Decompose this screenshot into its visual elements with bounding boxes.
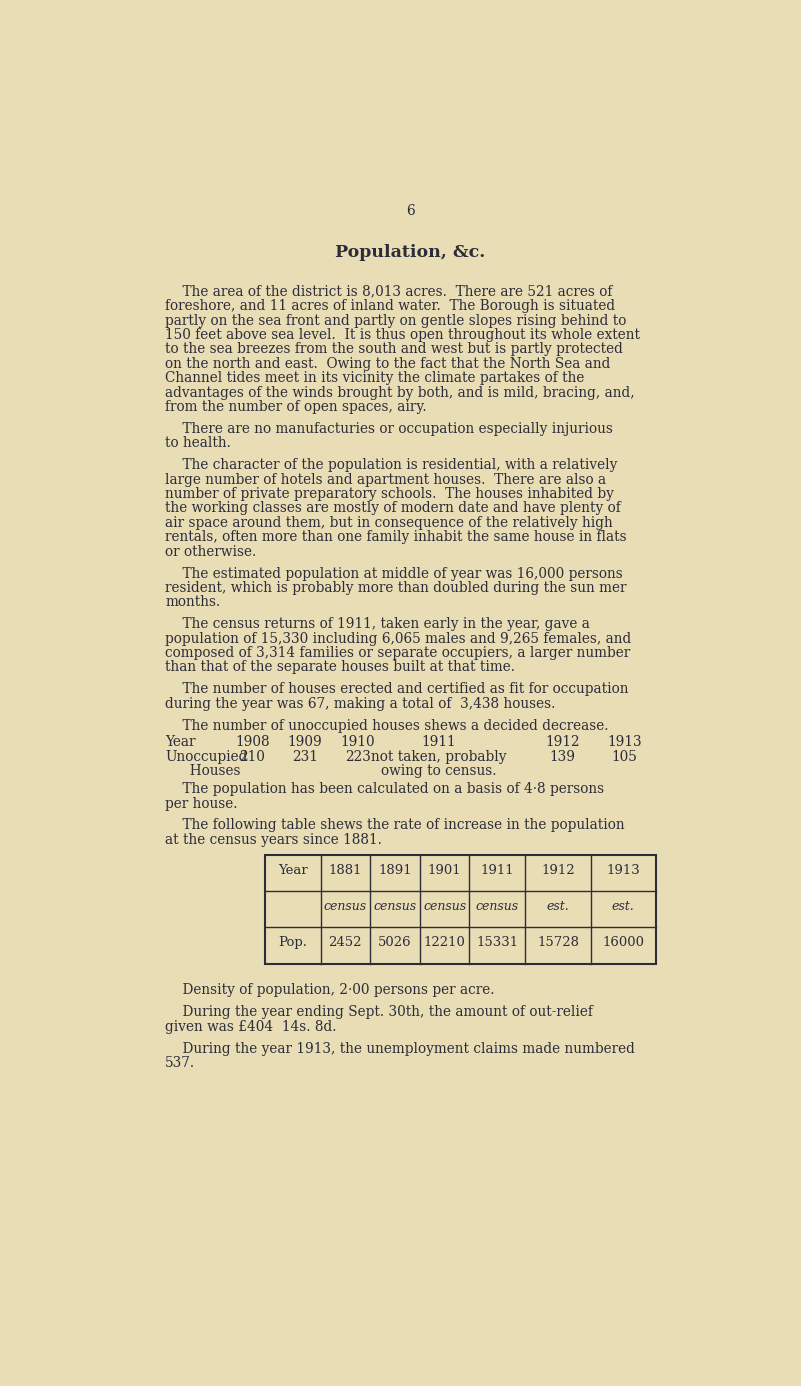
Text: composed of 3,314 families or separate occupiers, a larger number: composed of 3,314 families or separate o…	[165, 646, 630, 660]
Text: resident, which is probably more than doubled during the sun mer: resident, which is probably more than do…	[165, 581, 627, 595]
Text: number of private preparatory schools.  The houses inhabited by: number of private preparatory schools. T…	[165, 486, 614, 500]
Text: 223: 223	[344, 750, 371, 764]
Text: census: census	[373, 900, 417, 913]
Text: 1901: 1901	[428, 863, 461, 877]
Text: Density of population, 2·00 persons per acre.: Density of population, 2·00 persons per …	[165, 984, 495, 998]
Text: 1881: 1881	[328, 863, 362, 877]
Text: 105: 105	[612, 750, 638, 764]
Text: foreshore, and 11 acres of inland water.  The Borough is situated: foreshore, and 11 acres of inland water.…	[165, 299, 615, 313]
Text: During the year ending Sept. 30th, the amount of out-relief: During the year ending Sept. 30th, the a…	[165, 1005, 594, 1019]
Text: The number of houses erected and certified as fit for occupation: The number of houses erected and certifi…	[165, 682, 629, 696]
Text: 6: 6	[406, 204, 415, 218]
Text: There are no manufacturies or occupation especially injurious: There are no manufacturies or occupation…	[165, 421, 614, 437]
Text: census: census	[324, 900, 367, 913]
Text: The number of unoccupied houses shews a decided decrease.: The number of unoccupied houses shews a …	[165, 718, 609, 733]
Text: The area of the district is 8,013 acres.  There are 521 acres of: The area of the district is 8,013 acres.…	[165, 284, 613, 299]
Text: 1909: 1909	[288, 735, 322, 750]
Text: air space around them, but in consequence of the relatively high: air space around them, but in consequenc…	[165, 516, 613, 529]
Text: than that of the separate houses built at that time.: than that of the separate houses built a…	[165, 661, 515, 675]
Text: Channel tides meet in its vicinity the climate partakes of the: Channel tides meet in its vicinity the c…	[165, 371, 585, 385]
Text: or otherwise.: or otherwise.	[165, 545, 256, 559]
Text: Pop.: Pop.	[278, 937, 307, 949]
Text: est.: est.	[612, 900, 634, 913]
Text: not taken, probably: not taken, probably	[371, 750, 506, 764]
Bar	[264, 855, 656, 963]
Text: 1913: 1913	[607, 735, 642, 750]
Text: 1911: 1911	[421, 735, 456, 750]
Text: 1910: 1910	[340, 735, 375, 750]
Text: census: census	[423, 900, 466, 913]
Text: 16000: 16000	[602, 937, 644, 949]
Text: The census returns of 1911, taken early in the year, gave a: The census returns of 1911, taken early …	[165, 617, 590, 631]
Text: Unoccupied: Unoccupied	[165, 750, 248, 764]
Text: rentals, often more than one family inhabit the same house in flats: rentals, often more than one family inha…	[165, 531, 627, 545]
Text: per house.: per house.	[165, 797, 238, 811]
Text: partly on the sea front and partly on gentle slopes rising behind to: partly on the sea front and partly on ge…	[165, 313, 626, 327]
Text: 1891: 1891	[378, 863, 412, 877]
Text: given was £404  14s. 8d.: given was £404 14s. 8d.	[165, 1020, 336, 1034]
Text: population of 15,330 including 6,065 males and 9,265 females, and: population of 15,330 including 6,065 mal…	[165, 632, 631, 646]
Text: 15728: 15728	[537, 937, 579, 949]
Text: The estimated population at middle of year was 16,000 persons: The estimated population at middle of ye…	[165, 567, 623, 581]
Text: 15331: 15331	[477, 937, 518, 949]
Text: The following table shews the rate of increase in the population: The following table shews the rate of in…	[165, 819, 625, 833]
Text: Year: Year	[165, 735, 195, 750]
Text: the working classes are mostly of modern date and have plenty of: the working classes are mostly of modern…	[165, 502, 621, 516]
Text: from the number of open spaces, airy.: from the number of open spaces, airy.	[165, 401, 427, 414]
Text: to health.: to health.	[165, 437, 231, 450]
Text: to the sea breezes from the south and west but is partly protected: to the sea breezes from the south and we…	[165, 342, 623, 356]
Text: months.: months.	[165, 596, 220, 610]
Text: large number of hotels and apartment houses.  There are also a: large number of hotels and apartment hou…	[165, 473, 606, 486]
Text: during the year was 67, making a total of  3,438 houses.: during the year was 67, making a total o…	[165, 697, 556, 711]
Text: 1912: 1912	[545, 735, 580, 750]
Text: The character of the population is residential, with a relatively: The character of the population is resid…	[165, 459, 618, 473]
Text: During the year 1913, the unemployment claims made numbered: During the year 1913, the unemployment c…	[165, 1041, 635, 1056]
Text: 210: 210	[239, 750, 265, 764]
Text: 231: 231	[292, 750, 318, 764]
Text: 139: 139	[549, 750, 576, 764]
Text: 537.: 537.	[165, 1056, 195, 1070]
Text: 150 feet above sea level.  It is thus open throughout its whole extent: 150 feet above sea level. It is thus ope…	[165, 328, 640, 342]
Text: Year: Year	[278, 863, 308, 877]
Text: 1908: 1908	[235, 735, 269, 750]
Text: 5026: 5026	[378, 937, 412, 949]
Text: owing to census.: owing to census.	[380, 764, 496, 778]
Text: est.: est.	[546, 900, 570, 913]
Text: census: census	[476, 900, 519, 913]
Text: at the census years since 1881.: at the census years since 1881.	[165, 833, 382, 847]
Text: 2452: 2452	[328, 937, 362, 949]
Text: 1913: 1913	[606, 863, 640, 877]
Text: 1912: 1912	[541, 863, 575, 877]
Text: on the north and east.  Owing to the fact that the North Sea and: on the north and east. Owing to the fact…	[165, 356, 610, 371]
Text: 12210: 12210	[424, 937, 465, 949]
Text: Population, &c.: Population, &c.	[336, 244, 485, 261]
Text: Houses: Houses	[181, 764, 240, 778]
Text: 1911: 1911	[481, 863, 514, 877]
Text: The population has been calculated on a basis of 4·8 persons: The population has been calculated on a …	[165, 782, 605, 796]
Text: advantages of the winds brought by both, and is mild, bracing, and,: advantages of the winds brought by both,…	[165, 385, 635, 399]
